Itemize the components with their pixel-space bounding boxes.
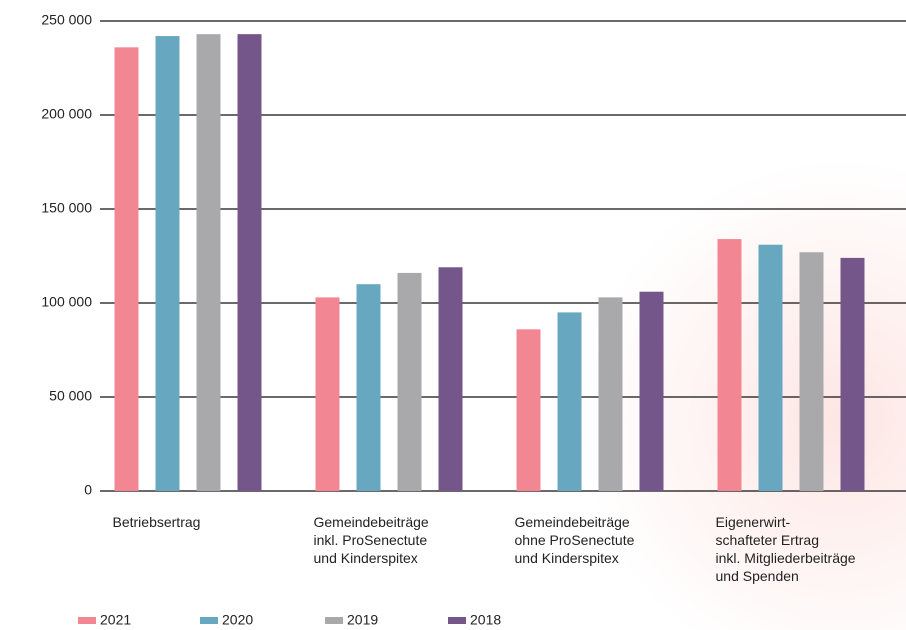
legend-swatch (448, 617, 466, 624)
legend-label: 2019 (347, 612, 378, 628)
x-tick-label: Gemeindebeiträge inkl. ProSenectute und … (313, 514, 429, 566)
legend-label: 2020 (222, 612, 253, 628)
x-tick-label: Betriebsertrag (112, 514, 201, 530)
y-tick-label: 0 (84, 482, 92, 498)
bar (438, 267, 463, 491)
bar (639, 291, 664, 491)
x-tick-label: Eigenerwirt- schafteter Ertrag inkl. Mit… (715, 514, 856, 584)
legend-swatch (78, 617, 96, 624)
bar (840, 257, 865, 491)
legend-swatch (325, 617, 343, 624)
legend-label: 2021 (100, 612, 131, 628)
bar (315, 297, 340, 491)
bar (717, 239, 742, 491)
x-tick-label: Gemeindebeiträge ohne ProSenectute und K… (514, 514, 635, 566)
y-tick-label: 200 000 (41, 106, 92, 122)
y-tick-label: 150 000 (41, 200, 92, 216)
legend-label: 2018 (470, 612, 501, 628)
bar (356, 284, 381, 491)
bar (598, 297, 623, 491)
bar (557, 312, 582, 491)
bar (758, 244, 783, 491)
legend-swatch (200, 617, 218, 624)
y-tick-label: 100 000 (41, 294, 92, 310)
bar (237, 34, 262, 491)
bar (397, 272, 422, 491)
bar (516, 329, 541, 491)
bar (799, 252, 824, 491)
bar (155, 36, 180, 491)
y-tick-label: 250 000 (41, 12, 92, 28)
bar (196, 34, 221, 491)
bar (114, 47, 139, 491)
y-tick-label: 50 000 (49, 388, 92, 404)
